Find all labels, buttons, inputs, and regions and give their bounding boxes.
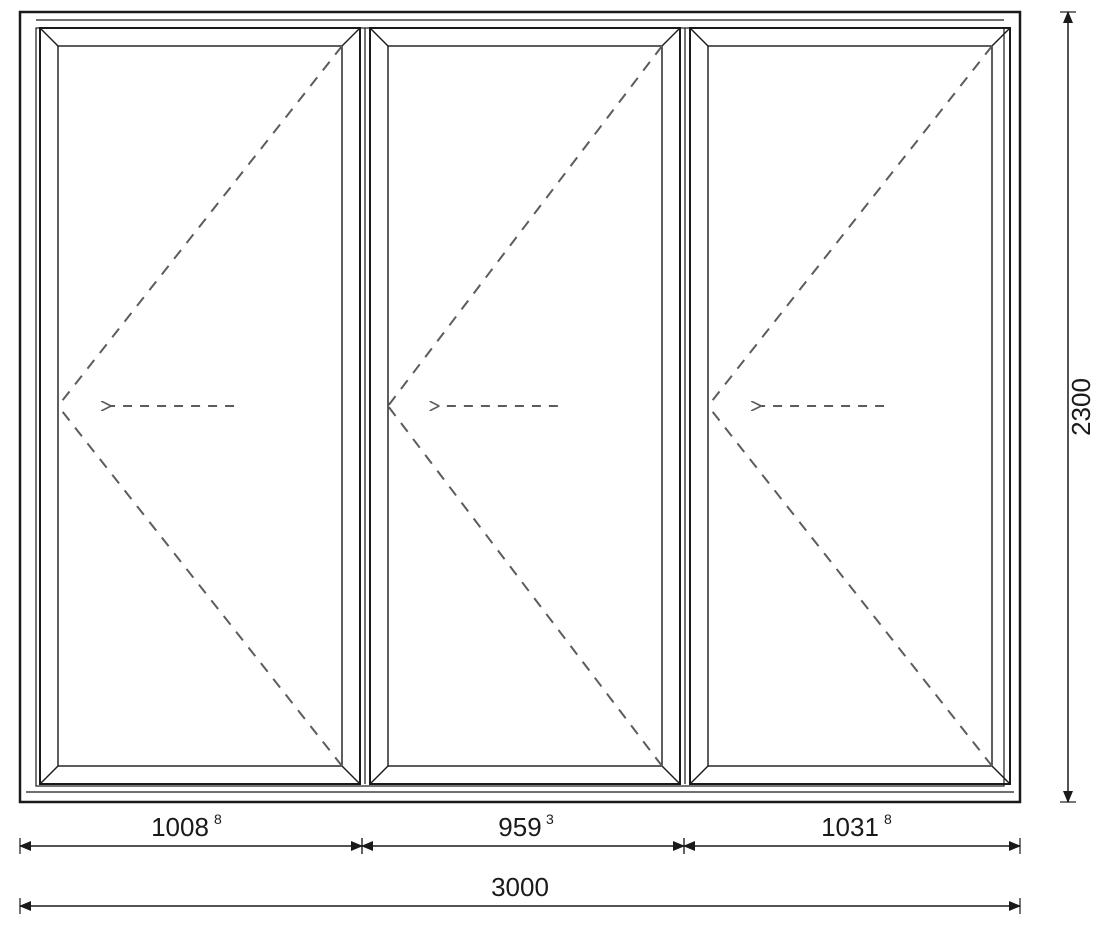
hinge-line xyxy=(708,46,992,406)
door-panel xyxy=(370,28,680,784)
door-panel xyxy=(690,28,1010,784)
door-panel xyxy=(40,28,360,784)
dimension-superscript: 3 xyxy=(546,811,554,827)
hinge-line xyxy=(58,46,342,406)
hinge-line xyxy=(388,46,662,406)
dimension-label: 3000 xyxy=(491,872,549,902)
dimension-superscript: 8 xyxy=(884,811,892,827)
dimension-label: 1008 xyxy=(151,812,209,842)
dimension-label: 959 xyxy=(498,812,541,842)
bifold-door-elevation: 2300 1008 8 959 3 1031 8 3000 xyxy=(0,0,1106,934)
dimension-label: 2300 xyxy=(1066,378,1096,436)
dimension-superscript: 8 xyxy=(214,811,222,827)
dimension-label: 1031 xyxy=(821,812,879,842)
